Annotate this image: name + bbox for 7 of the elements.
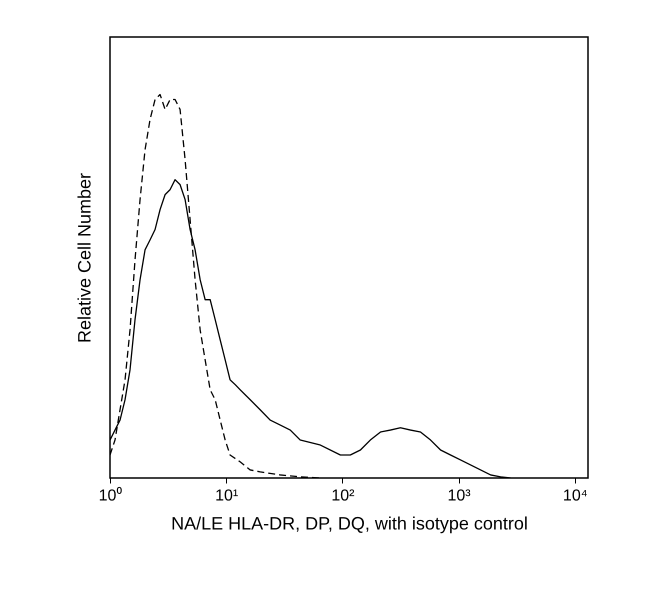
x-tick-label: 10⁴ [562,488,588,504]
x-axis-title: NA/LE HLA-DR, DP, DQ, with isotype control [171,514,528,534]
x-tick-label: 10³ [448,488,472,504]
y-axis-title: Relative Cell Number [74,172,94,344]
x-tick-label: 10² [331,488,356,504]
x-tick-label: 10⁰ [98,486,122,504]
x-tick-label: 10¹ [215,488,238,504]
